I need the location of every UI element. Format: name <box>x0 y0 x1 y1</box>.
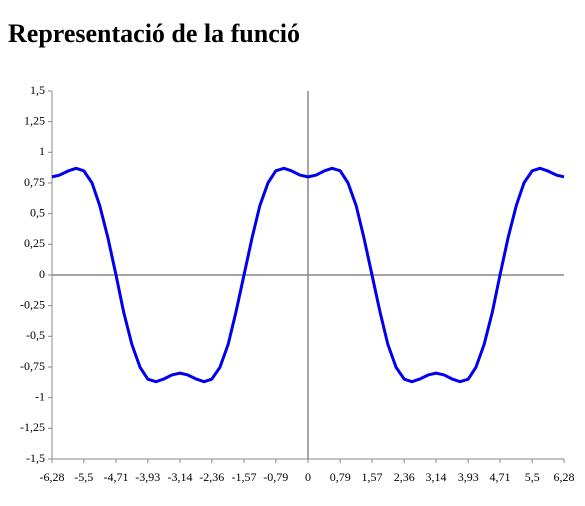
x-tick-label: 6,28 <box>554 470 575 484</box>
x-tick-label: -6,28 <box>40 470 65 484</box>
x-tick-label: -5,5 <box>74 470 93 484</box>
y-tick-label: 1 <box>39 144 45 158</box>
y-tick-label: 1,25 <box>24 113 45 127</box>
x-tick-label: 0 <box>305 470 311 484</box>
chart-title: Representació de la funció <box>8 19 300 48</box>
x-tick-label: 5,5 <box>525 470 540 484</box>
x-tick-label: 3,93 <box>458 470 479 484</box>
y-tick-label: -0,5 <box>26 328 45 342</box>
x-tick-label: 0,79 <box>330 470 351 484</box>
y-tick-label: -0,75 <box>20 359 45 373</box>
y-tick-label: -0,25 <box>20 297 45 311</box>
x-tick-label: 3,14 <box>426 470 447 484</box>
x-tick-label: -4,71 <box>104 470 129 484</box>
y-tick-label: 0 <box>39 267 45 281</box>
y-tick-label: 1,5 <box>30 83 45 97</box>
x-tick-label: -1,57 <box>232 470 257 484</box>
x-tick-label: 1,57 <box>362 470 383 484</box>
y-tick-label: 0,25 <box>24 236 45 250</box>
y-tick-label: -1 <box>35 389 45 403</box>
y-tick-label: 0,75 <box>24 175 45 189</box>
x-tick-label: -3,14 <box>168 470 193 484</box>
x-tick-label: -0,79 <box>263 470 288 484</box>
y-tick-label: 0,5 <box>30 205 45 219</box>
x-tick-label: -2,36 <box>199 470 224 484</box>
x-tick-label: 2,36 <box>394 470 415 484</box>
x-tick-label: 4,71 <box>490 470 511 484</box>
function-line <box>51 166 565 384</box>
y-tick-label: -1,25 <box>20 420 45 434</box>
y-tick-label: -1,5 <box>26 451 45 465</box>
x-tick-label: -3,93 <box>135 470 160 484</box>
